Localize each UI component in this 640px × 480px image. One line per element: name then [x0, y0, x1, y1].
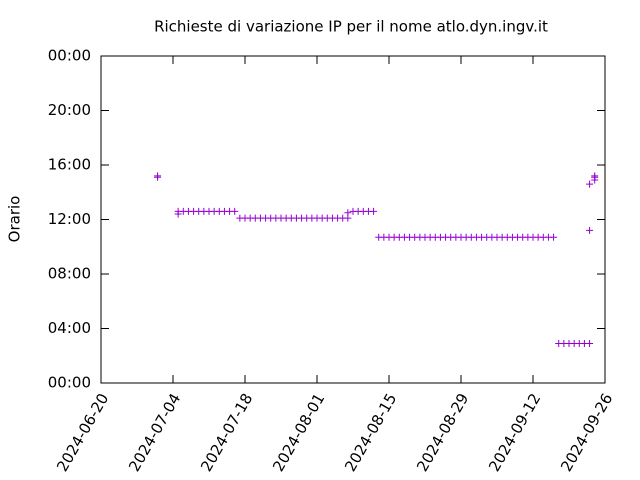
y-tick-label: 16:00 — [48, 156, 91, 174]
point — [586, 339, 594, 347]
y-tick-label: 00:00 — [48, 374, 91, 392]
y-tick-label: 12:00 — [48, 210, 91, 228]
point — [591, 173, 599, 181]
y-axis-label: Orario — [6, 196, 24, 243]
point — [344, 209, 352, 217]
point — [231, 207, 239, 215]
point — [370, 207, 378, 215]
point — [586, 226, 594, 234]
y-tick-label: 00:00 — [48, 47, 91, 65]
chart-title: Richieste di variazione IP per il nome a… — [154, 18, 548, 36]
point — [586, 180, 594, 188]
y-tick-label: 08:00 — [48, 265, 91, 283]
point — [154, 173, 162, 181]
point — [550, 233, 558, 241]
y-tick-label: 20:00 — [48, 101, 91, 119]
y-tick-label: 04:00 — [48, 319, 91, 337]
point — [174, 210, 182, 218]
